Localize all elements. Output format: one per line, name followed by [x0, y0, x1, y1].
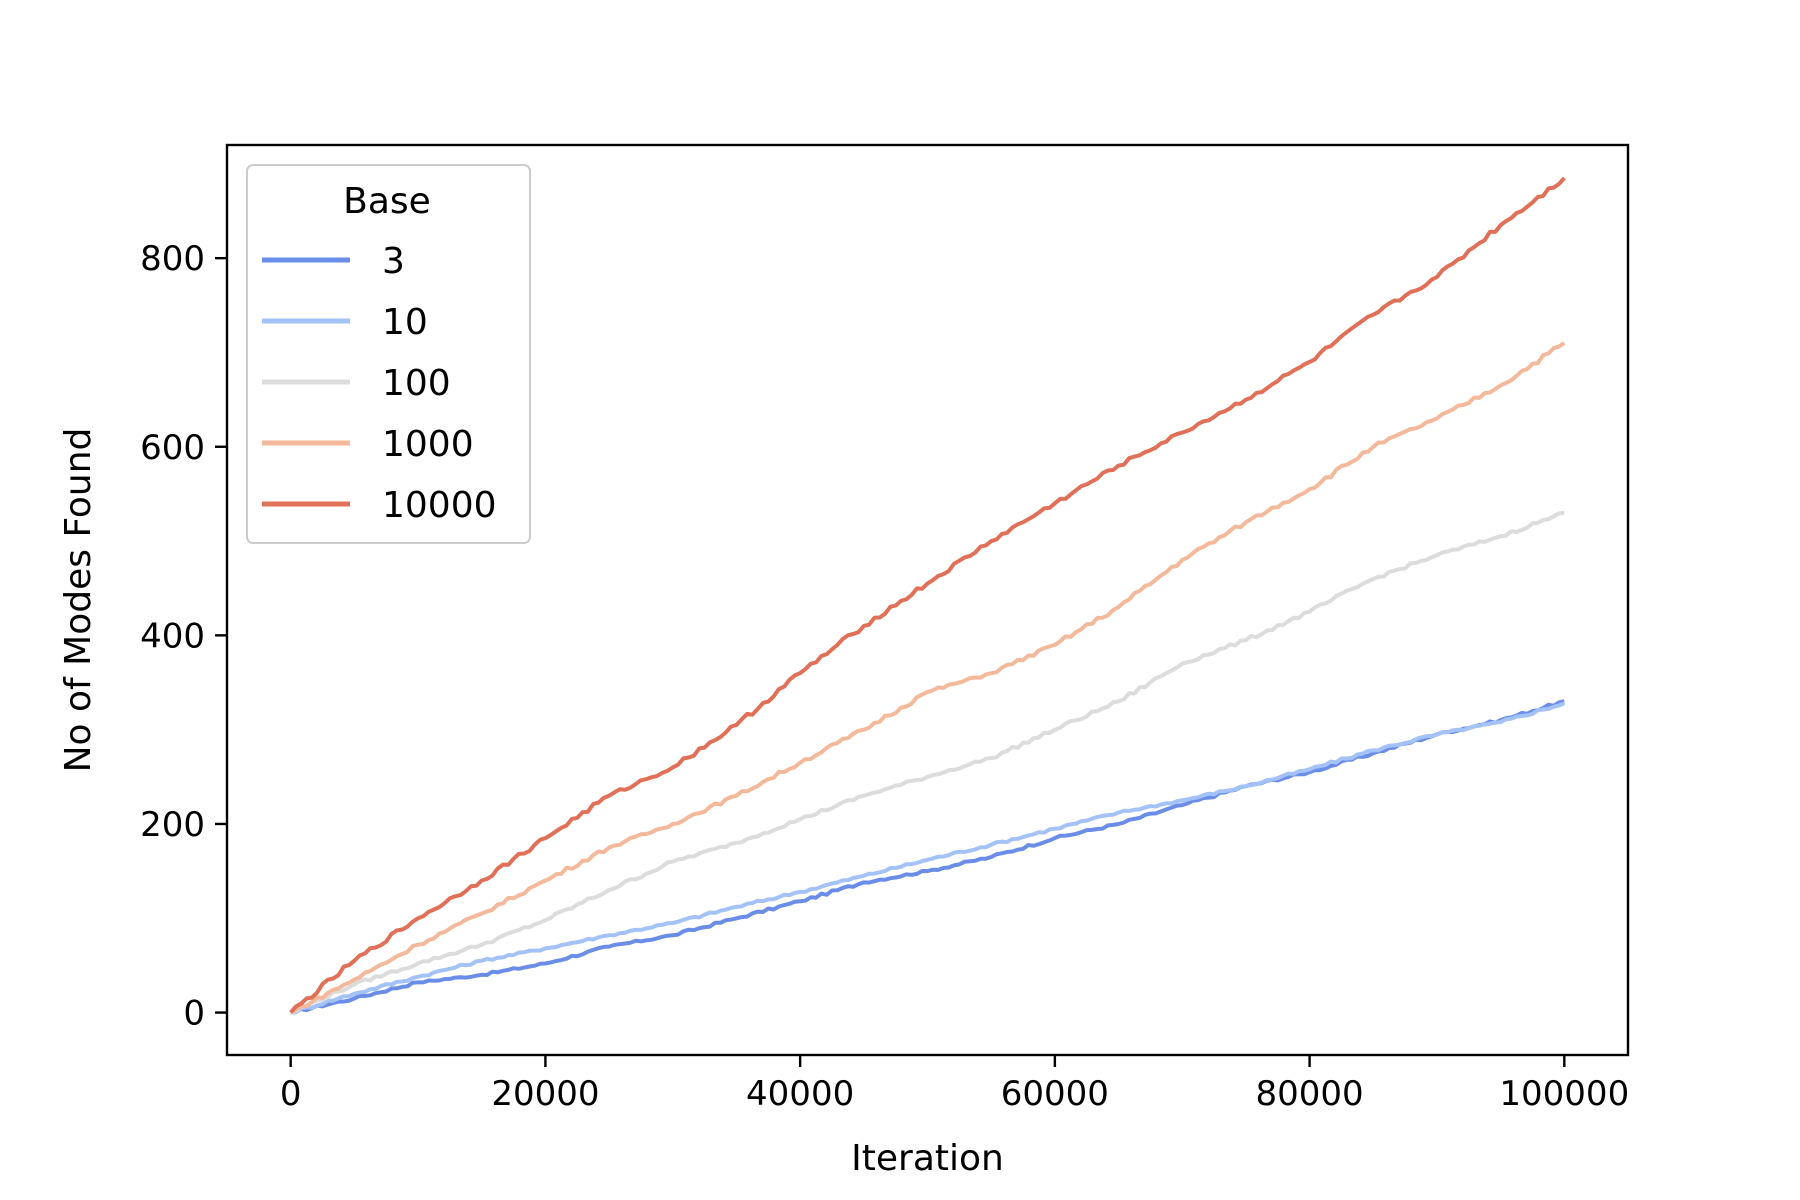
- series-line-10: [290, 701, 1566, 1015]
- y-axis-label: No of Modes Found: [58, 428, 99, 773]
- y-axis-ticks: 0 200 400 600 800: [140, 239, 227, 1034]
- legend-label: 100: [382, 363, 451, 404]
- legend-label: 10000: [382, 485, 497, 526]
- legend-item: 10000: [262, 485, 497, 526]
- legend-item: 100: [262, 363, 451, 404]
- y-tick-label: 600: [140, 428, 205, 468]
- x-tick-label: 100000: [1499, 1074, 1629, 1114]
- y-tick-label: 200: [140, 805, 205, 845]
- x-tick-label: 0: [280, 1074, 302, 1114]
- legend-item: 10: [262, 302, 428, 343]
- series-line-10000: [289, 176, 1566, 1014]
- series-line-1000: [289, 341, 1566, 1015]
- x-tick-label: 40000: [746, 1074, 854, 1114]
- legend-label: 10: [382, 302, 428, 343]
- series-line-100: [290, 510, 1565, 1015]
- x-tick-label: 80000: [1256, 1074, 1364, 1114]
- legend-label: 1000: [382, 424, 474, 465]
- x-axis-label: Iteration: [851, 1138, 1004, 1179]
- legend-items: 3 10 100 1000 10000: [262, 241, 497, 526]
- y-tick-label: 0: [183, 994, 205, 1034]
- legend-label: 3: [382, 241, 405, 282]
- legend-item: 3: [262, 241, 405, 282]
- legend-item: 1000: [262, 424, 474, 465]
- legend-title: Base: [343, 181, 431, 222]
- series-line-3: [289, 699, 1565, 1015]
- legend: Base 3 10 100 1000 10000: [246, 164, 531, 544]
- series-lines: [289, 176, 1566, 1015]
- plot-frame: [225, 143, 1630, 1057]
- x-axis-ticks: 0 20000 40000 60000 80000 100000: [280, 1055, 1629, 1114]
- y-tick-label: 800: [140, 239, 205, 279]
- x-tick-label: 20000: [491, 1074, 599, 1114]
- x-tick-label: 60000: [1001, 1074, 1109, 1114]
- y-tick-label: 400: [140, 616, 205, 656]
